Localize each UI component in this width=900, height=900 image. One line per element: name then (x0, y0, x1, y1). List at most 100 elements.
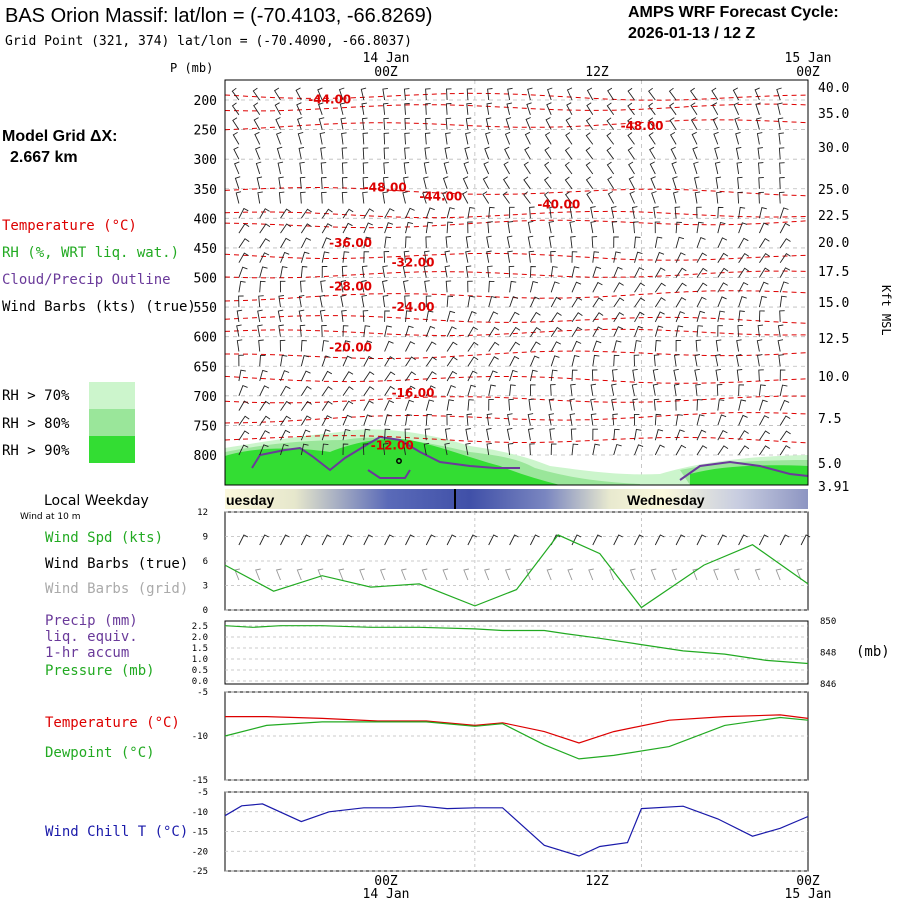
weekday-left: uesday (226, 492, 274, 508)
wind-barb (565, 132, 573, 145)
wind-barb (689, 87, 698, 101)
label-pressure: Pressure (mb) (45, 663, 155, 679)
wind-barb (384, 340, 394, 352)
wind-barb (779, 399, 790, 411)
wind-barb (738, 414, 748, 426)
wind-barb (717, 206, 724, 219)
wind-barb (549, 428, 555, 441)
wind-barb (550, 384, 556, 396)
wind-barb (259, 354, 266, 367)
wind-barb (716, 191, 722, 204)
wind-barb (482, 176, 490, 190)
wind-barb (591, 369, 598, 382)
wind-barb (259, 430, 270, 441)
wind-barb (717, 296, 727, 308)
wind-barb (280, 415, 291, 426)
wind-barb (696, 325, 704, 337)
wind-barb (405, 413, 413, 426)
wind-barb (525, 117, 531, 130)
wind-barb (613, 236, 619, 248)
pressure-tick-label: 848 (820, 649, 836, 659)
pressure-tick-label: 550 (194, 301, 217, 316)
wind-barb (675, 311, 685, 323)
wind-barb (627, 146, 635, 160)
wind-barb (257, 324, 263, 337)
y-tick-label: -15 (192, 776, 208, 786)
wind-barb (233, 146, 240, 160)
wind-barb (255, 161, 262, 175)
isotherm-label: -12.00 (371, 439, 414, 453)
grid-wind-barb (525, 568, 532, 581)
wind-barb (654, 311, 665, 323)
wind-barb (607, 87, 615, 101)
wind-barb (465, 250, 471, 263)
wind-barb (717, 414, 727, 426)
wind-barb (675, 429, 685, 441)
wind-barb (444, 428, 451, 441)
wind-barb (425, 88, 431, 101)
wind-barb (736, 369, 743, 382)
wind-barb (529, 443, 535, 456)
wind-barb (383, 147, 390, 160)
wind-barb (738, 281, 749, 293)
wind-barb (548, 398, 555, 411)
wind-barb (257, 309, 263, 322)
wind-barb (711, 87, 719, 101)
legend-wind-barbs: Wind Barbs (kts) (true) (2, 299, 196, 315)
wind-barb (404, 103, 410, 115)
wind-barb (342, 208, 354, 219)
wind-chill-frame (224, 791, 809, 872)
wind-barb (275, 117, 281, 130)
wind-barb (341, 132, 347, 145)
wind-barb (673, 354, 680, 367)
wind-barb (545, 117, 552, 130)
pressure-tick-label: 250 (194, 124, 217, 139)
wind-barb (654, 297, 666, 308)
wind-barb (319, 294, 325, 308)
wind-barb (404, 295, 410, 308)
wind-barb (648, 87, 656, 101)
wind-barb (382, 443, 389, 456)
wind-barb (634, 282, 645, 293)
wind-barb (757, 147, 763, 160)
wind-barb (779, 267, 791, 278)
wind-barb (779, 384, 788, 396)
y-tick-label: 9 (203, 533, 208, 543)
wind-barb (758, 310, 765, 322)
wind-barb (318, 102, 324, 115)
wind-barb (550, 251, 556, 263)
wind-barb (405, 325, 414, 337)
wind-barb (758, 369, 764, 382)
wind-barb (342, 325, 349, 337)
wind-barb (342, 414, 353, 426)
wind-at-10m-label: Wind at 10 m (20, 512, 80, 522)
wind-barb (550, 266, 558, 278)
wind-barb (777, 339, 784, 352)
wind-barb (484, 146, 490, 160)
wind-barb (446, 356, 458, 367)
wind-barb (321, 386, 333, 397)
wind-barb (754, 87, 760, 101)
wind-barb (297, 117, 303, 130)
wind-barb (425, 341, 437, 352)
pressure-tick-label: 800 (194, 449, 217, 464)
wind-barb (634, 236, 641, 248)
grid-wind-barb (796, 568, 803, 581)
wind-speed-y-ticks: 12 9 6 3 0 (197, 508, 208, 616)
grid-wind-barb (421, 568, 428, 581)
isotherm-label: -36.00 (329, 236, 372, 250)
wind-barb (445, 280, 452, 293)
wind-barb (654, 325, 664, 337)
wind-barb (571, 297, 583, 308)
wind-barb (321, 400, 333, 411)
wind-barb (633, 413, 640, 426)
wind-barb (613, 266, 623, 278)
wind-barb (321, 208, 333, 219)
wind-barb (544, 146, 552, 160)
wind-barb (592, 443, 600, 456)
grid-wind-barb (733, 568, 740, 581)
surface-wind-barb (321, 534, 332, 546)
wind-barb (383, 102, 389, 115)
wind-barb (592, 266, 602, 278)
